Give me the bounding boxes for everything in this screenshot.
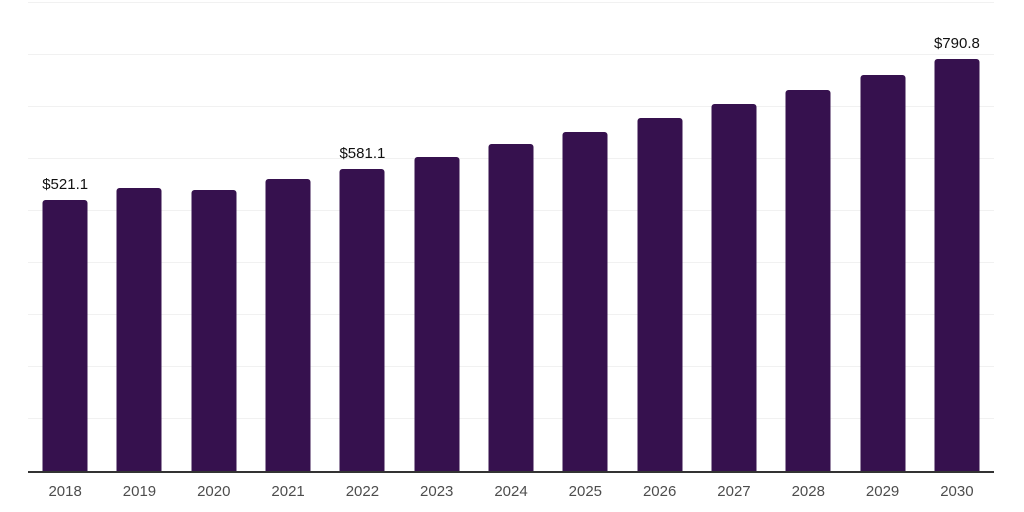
bar-slot-2028: [771, 1, 845, 471]
x-tick-2019: 2019: [122, 483, 157, 500]
bar-slot-2030: $790.8: [920, 1, 994, 471]
value-label-2022: $581.1: [339, 144, 386, 162]
x-tick-2029: 2029: [865, 483, 900, 500]
bar-2026: [637, 118, 683, 471]
x-tick-2025: 2025: [568, 483, 603, 500]
bar-slot-2019: [102, 1, 176, 471]
bars-group: $521.1 $581.1 $790.8: [28, 1, 994, 471]
x-tick-2027: 2027: [717, 483, 751, 500]
bar-2024: [488, 144, 534, 471]
bar-slot-2024: [474, 1, 548, 471]
x-tick-2022: 2022: [345, 483, 380, 500]
bar-2023: [414, 156, 460, 471]
bar-2022: [339, 168, 385, 471]
bar-slot-2022: $581.1: [325, 1, 399, 471]
value-label-2030: $790.8: [933, 35, 980, 53]
bar-slot-2018: $521.1: [28, 1, 102, 471]
bar-slot-2029: [845, 1, 919, 471]
x-axis-line: [28, 471, 994, 473]
bar-slot-2021: [251, 1, 325, 471]
gridline-900: [28, 1, 994, 3]
plot-area: $521.1 $581.1 $790.8: [28, 1, 994, 473]
bar-2021: [265, 179, 311, 471]
x-tick-2021: 2021: [271, 483, 305, 500]
bar-2029: [860, 75, 906, 471]
bar-2027: [711, 104, 757, 471]
bar-slot-2026: [623, 1, 697, 471]
bar-slot-2025: [548, 1, 622, 471]
bar-2018: [42, 199, 88, 471]
bar-2020: [191, 190, 237, 471]
x-tick-2023: 2023: [420, 483, 454, 500]
value-label-2018: $521.1: [42, 175, 89, 193]
bar-2019: [116, 188, 162, 471]
bar-slot-2027: [697, 1, 771, 471]
x-tick-2018: 2018: [48, 483, 82, 500]
x-tick-2024: 2024: [494, 483, 528, 500]
gridline-800: [28, 53, 994, 55]
bar-slot-2023: [400, 1, 474, 471]
bar-slot-2020: [177, 1, 251, 471]
x-tick-2020: 2020: [197, 483, 231, 500]
bar-2025: [562, 131, 608, 471]
x-tick-2026: 2026: [642, 483, 677, 500]
bar-2028: [785, 90, 831, 471]
bar-2030: [934, 59, 980, 471]
x-tick-2030: 2030: [940, 483, 974, 500]
x-axis-tick-labels: 2018 2019 2020 2021 2022 2023 2024 2025 2026 2027…: [28, 483, 994, 500]
x-tick-2028: 2028: [791, 483, 825, 500]
gridline-700: [28, 105, 994, 107]
